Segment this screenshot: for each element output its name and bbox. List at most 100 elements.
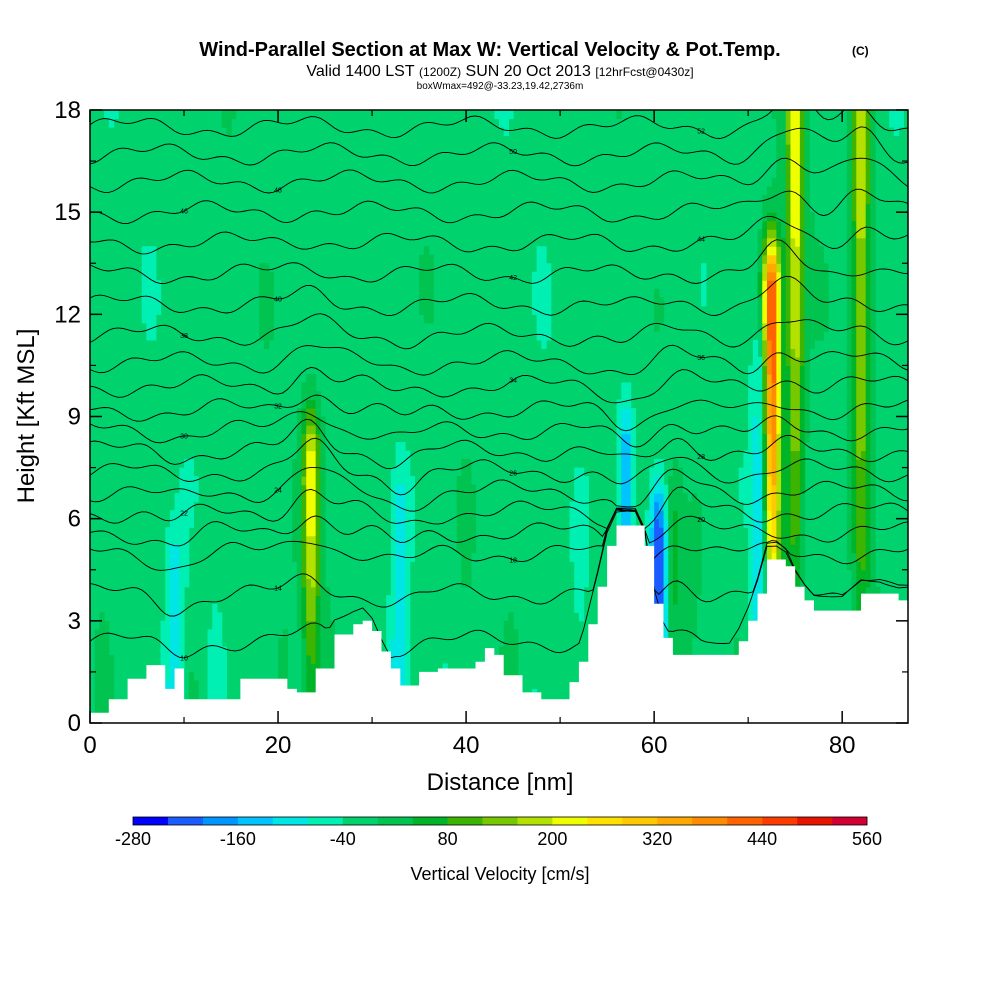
field-cell <box>541 297 547 307</box>
field-cell <box>846 118 853 128</box>
field-cell <box>813 288 820 298</box>
field-cell <box>860 407 867 418</box>
field-cell <box>757 493 763 503</box>
field-cell <box>99 646 105 656</box>
field-cell <box>546 331 552 341</box>
field-cell <box>860 467 867 477</box>
field-cell <box>282 654 289 664</box>
field-cell <box>616 399 622 409</box>
field-cell <box>785 110 792 120</box>
colorbar-swatch <box>832 817 868 825</box>
field-cell <box>320 646 326 656</box>
field-cell <box>541 339 547 349</box>
field-cell <box>301 467 307 477</box>
field-cell <box>179 612 185 622</box>
field-cell <box>785 237 792 247</box>
field-cell <box>790 339 796 349</box>
field-cell <box>785 144 792 154</box>
field-cell <box>846 144 853 154</box>
field-cell <box>795 527 801 537</box>
field-cell <box>207 680 213 690</box>
field-cell <box>804 127 810 137</box>
field-cell <box>621 425 627 435</box>
field-cell <box>748 365 754 375</box>
field-cell <box>644 510 651 520</box>
field-cell <box>748 373 754 384</box>
field-cell <box>268 314 274 324</box>
field-cell <box>799 271 806 281</box>
field-cell <box>860 144 867 154</box>
field-cell <box>188 467 195 477</box>
field-cell <box>785 493 792 503</box>
field-cell <box>108 671 115 682</box>
field-cell <box>752 356 759 367</box>
field-cell <box>781 118 787 128</box>
field-cell <box>795 254 801 264</box>
field-cell <box>776 365 782 375</box>
field-cell <box>691 501 698 511</box>
field-cell <box>771 246 777 256</box>
field-cell <box>795 195 801 205</box>
field-cell <box>574 501 580 511</box>
field-cell <box>766 493 773 503</box>
field-cell <box>296 552 303 562</box>
field-cell <box>766 288 773 298</box>
field-cell <box>846 450 853 460</box>
field-cell <box>865 263 871 273</box>
field-cell <box>212 663 218 673</box>
field-cell <box>776 263 782 273</box>
field-cell <box>795 110 801 120</box>
field-cell <box>771 356 777 367</box>
field-cell <box>762 399 768 409</box>
field-cell <box>263 314 270 324</box>
field-cell <box>795 518 801 528</box>
field-cell <box>748 501 754 511</box>
field-cell <box>799 203 806 213</box>
field-cell <box>668 569 674 579</box>
field-cell <box>846 263 853 273</box>
field-cell <box>672 620 679 630</box>
field-cell <box>757 229 763 239</box>
field-cell <box>301 595 307 605</box>
field-cell <box>870 552 876 562</box>
field-cell <box>404 671 411 682</box>
field-cell <box>771 425 777 435</box>
field-cell <box>574 484 580 494</box>
field-cell <box>104 680 110 690</box>
field-cell <box>860 339 867 349</box>
x-tick-label: 20 <box>265 732 292 759</box>
field-cell <box>743 484 749 494</box>
field-cell <box>766 390 773 401</box>
field-cell <box>466 476 472 486</box>
field-cell <box>404 646 411 656</box>
field-cell <box>766 510 773 520</box>
field-cell <box>856 331 862 341</box>
field-cell <box>193 688 199 699</box>
field-cell <box>315 510 321 520</box>
isentrope-label: 26 <box>509 471 517 478</box>
field-cell <box>870 450 876 460</box>
field-cell <box>404 637 411 647</box>
field-cell <box>658 510 665 520</box>
field-cell <box>804 399 810 409</box>
field-cell <box>99 671 105 682</box>
field-cell <box>212 612 218 622</box>
field-cell <box>766 331 773 341</box>
field-cell <box>851 110 857 120</box>
field-cell <box>569 518 575 528</box>
field-cell <box>804 246 810 256</box>
field-cell <box>860 297 867 307</box>
field-cell <box>531 288 538 298</box>
field-cell <box>781 135 787 145</box>
field-cell <box>179 663 185 673</box>
field-cell <box>578 586 585 596</box>
field-cell <box>94 697 100 707</box>
field-cell <box>691 561 698 571</box>
field-cell <box>654 288 660 298</box>
field-cell <box>762 442 768 452</box>
field-cell <box>390 595 397 605</box>
field-cell <box>790 425 796 435</box>
field-cell <box>771 195 777 205</box>
field-cell <box>752 603 759 613</box>
field-cell <box>846 365 853 375</box>
